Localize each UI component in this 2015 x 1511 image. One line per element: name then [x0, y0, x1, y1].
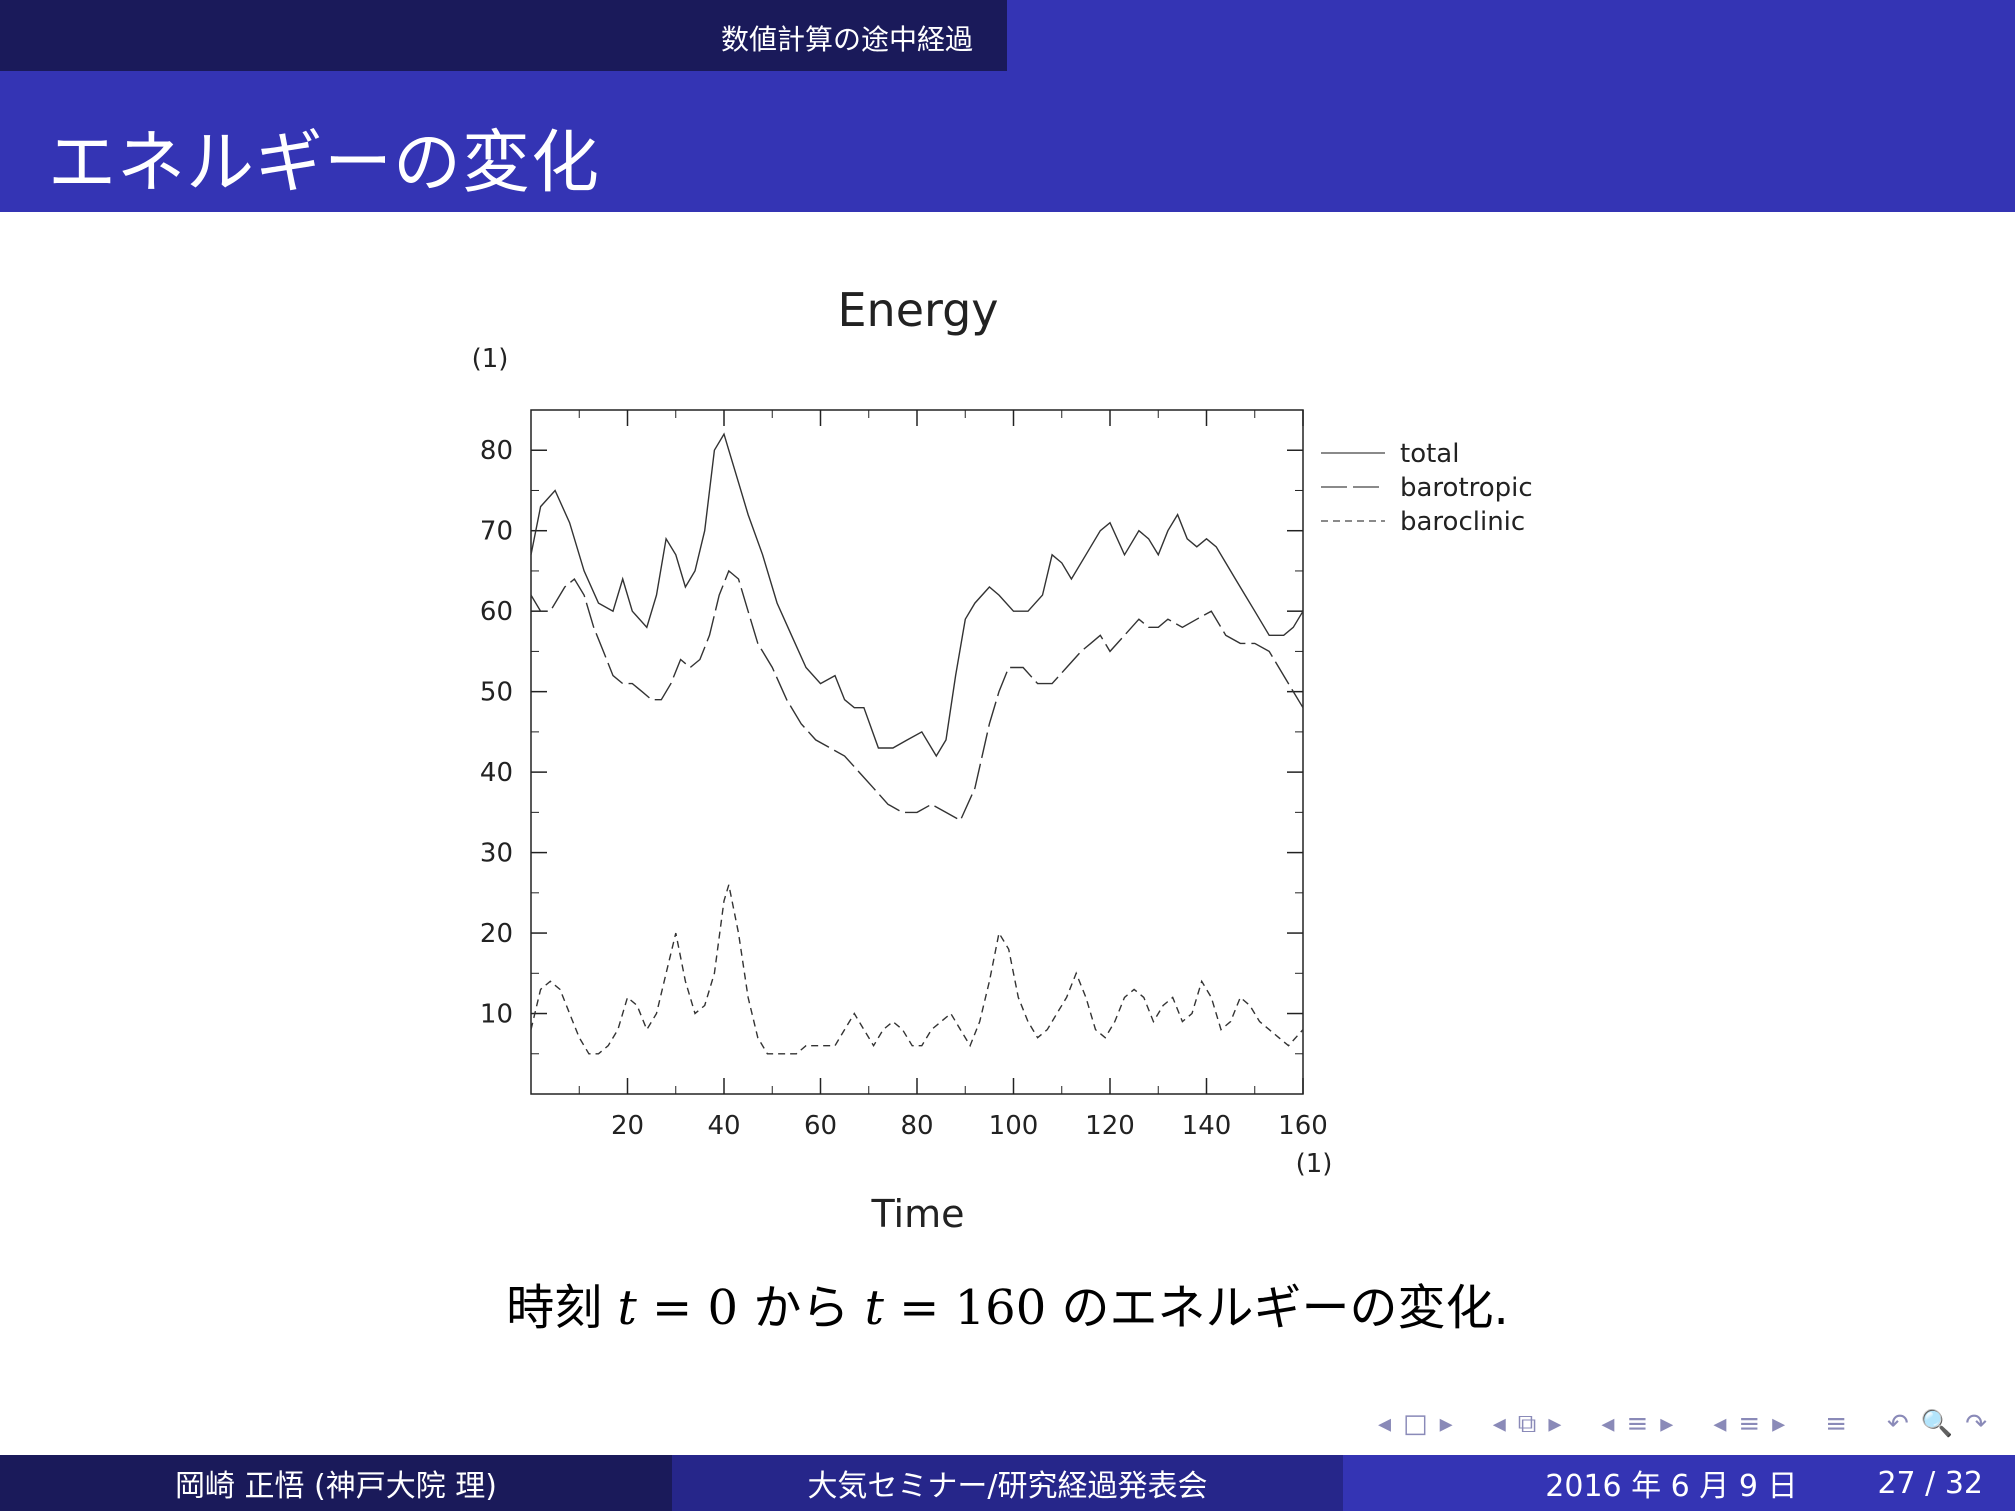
x-tick-label: 40	[707, 1111, 740, 1141]
series-group	[530, 432, 1304, 1055]
nav-toc-icon[interactable]: ≡	[1825, 1409, 1848, 1439]
header-bar: 数値計算の途中経過	[0, 0, 2015, 71]
y-tick-label: 50	[480, 678, 513, 708]
beamer-nav-bar: ◂ □ ▸ ◂ ⧉ ▸ ◂ ≡ ▸ ◂ ≡ ▸ ≡ ↶ 🔍 ↷	[1372, 1406, 1993, 1442]
legend-label-total: total	[1400, 439, 1459, 469]
y-tick-label: 40	[480, 758, 513, 788]
series-line-barotropic	[530, 569, 1304, 822]
caption-var-t1: t	[617, 1280, 637, 1336]
x-tick-label: 140	[1182, 1111, 1232, 1141]
nav-section-icon[interactable]: ≡	[1626, 1409, 1649, 1439]
nav-prev-frame-icon[interactable]: ◂	[1377, 1409, 1392, 1439]
footer-event: 大気セミナー/研究経過発表会	[807, 1469, 1208, 1504]
nav-back-icon[interactable]: ↶	[1887, 1409, 1909, 1439]
y-tick-label: 20	[480, 919, 513, 949]
y-tick-label: 60	[480, 597, 513, 627]
nav-next-doc-icon[interactable]: ▸	[1772, 1409, 1786, 1439]
nav-next-frame-icon[interactable]: ▸	[1439, 1409, 1453, 1439]
nav-next-subsection-icon[interactable]: ▸	[1548, 1409, 1562, 1439]
caption-var-t2: t	[864, 1280, 884, 1336]
x-tick-label: 100	[989, 1111, 1039, 1141]
footer-date: 2016 年 6 月 9 日	[1545, 1469, 1798, 1504]
nav-prev-doc-icon[interactable]: ◂	[1713, 1409, 1727, 1439]
nav-frame-icon[interactable]: □	[1403, 1409, 1428, 1439]
x-tick-label: 60	[804, 1111, 837, 1141]
nav-search-icon[interactable]: 🔍	[1920, 1409, 1954, 1439]
legend: total barotropic baroclinic	[1321, 439, 1533, 537]
nav-next-section-icon[interactable]: ▸	[1660, 1409, 1674, 1439]
slide-title: エネルギーの変化	[48, 124, 601, 203]
x-unit-label: (1)	[1296, 1149, 1333, 1179]
nav-forward-icon[interactable]: ↷	[1965, 1409, 1987, 1439]
nav-prev-section-icon[interactable]: ◂	[1601, 1409, 1615, 1439]
nav-prev-subsection-icon[interactable]: ◂	[1492, 1409, 1506, 1439]
footer-author-cell: 岡崎 正悟 (神戸大院 理)	[0, 1455, 672, 1511]
footer-event-cell: 大気セミナー/研究経過発表会	[672, 1455, 1343, 1511]
x-axis-label: Time	[871, 1192, 965, 1236]
section-title: 数値計算の途中経過	[720, 23, 973, 56]
series-line-baroclinic	[530, 884, 1304, 1055]
nav-doc-icon[interactable]: ≡	[1738, 1409, 1761, 1439]
y-tick-label: 80	[480, 436, 513, 466]
series-line-total	[530, 432, 1304, 758]
x-tick-label: 80	[900, 1111, 933, 1141]
y-tick-label: 30	[480, 839, 513, 869]
footer-page-number: 27 / 32	[1877, 1465, 1983, 1501]
y-unit-label: (1)	[472, 344, 509, 374]
footer-date-cell: 2016 年 6 月 9 日 27 / 32	[1343, 1455, 2015, 1511]
x-tick-label: 120	[1085, 1111, 1135, 1141]
y-tick-label: 70	[480, 517, 513, 547]
x-tick-label: 20	[611, 1111, 644, 1141]
figure-caption: 時刻 t = 0 から t = 160 のエネルギーの変化.	[0, 1268, 2015, 1338]
caption-prefix: 時刻	[506, 1280, 618, 1336]
legend-label-barotropic: barotropic	[1400, 473, 1533, 503]
y-tick-label: 10	[480, 1000, 513, 1030]
footer-author: 岡崎 正悟 (神戸大院 理)	[174, 1469, 498, 1504]
caption-eq2: = 160	[883, 1280, 1062, 1336]
caption-mid: から	[753, 1280, 865, 1336]
axis-ticks: 10 20 30 40 50 60 70 80 20 40 60 80 100 120 140 160	[480, 410, 1328, 1141]
section-header: 数値計算の途中経過	[0, 0, 1007, 71]
frame-title-bar: エネルギーの変化	[0, 71, 2015, 212]
caption-suffix: のエネルギーの変化.	[1061, 1280, 1509, 1336]
x-tick-label: 160	[1278, 1111, 1328, 1141]
legend-label-baroclinic: baroclinic	[1400, 507, 1525, 537]
chart-title: Energy	[837, 283, 998, 337]
caption-eq1: = 0	[636, 1280, 754, 1336]
footer-bar: 岡崎 正悟 (神戸大院 理) 大気セミナー/研究経過発表会 2016 年 6 月…	[0, 1455, 2015, 1511]
nav-subsection-icon[interactable]: ⧉	[1517, 1408, 1537, 1439]
plot-frame	[530, 409, 1304, 1095]
